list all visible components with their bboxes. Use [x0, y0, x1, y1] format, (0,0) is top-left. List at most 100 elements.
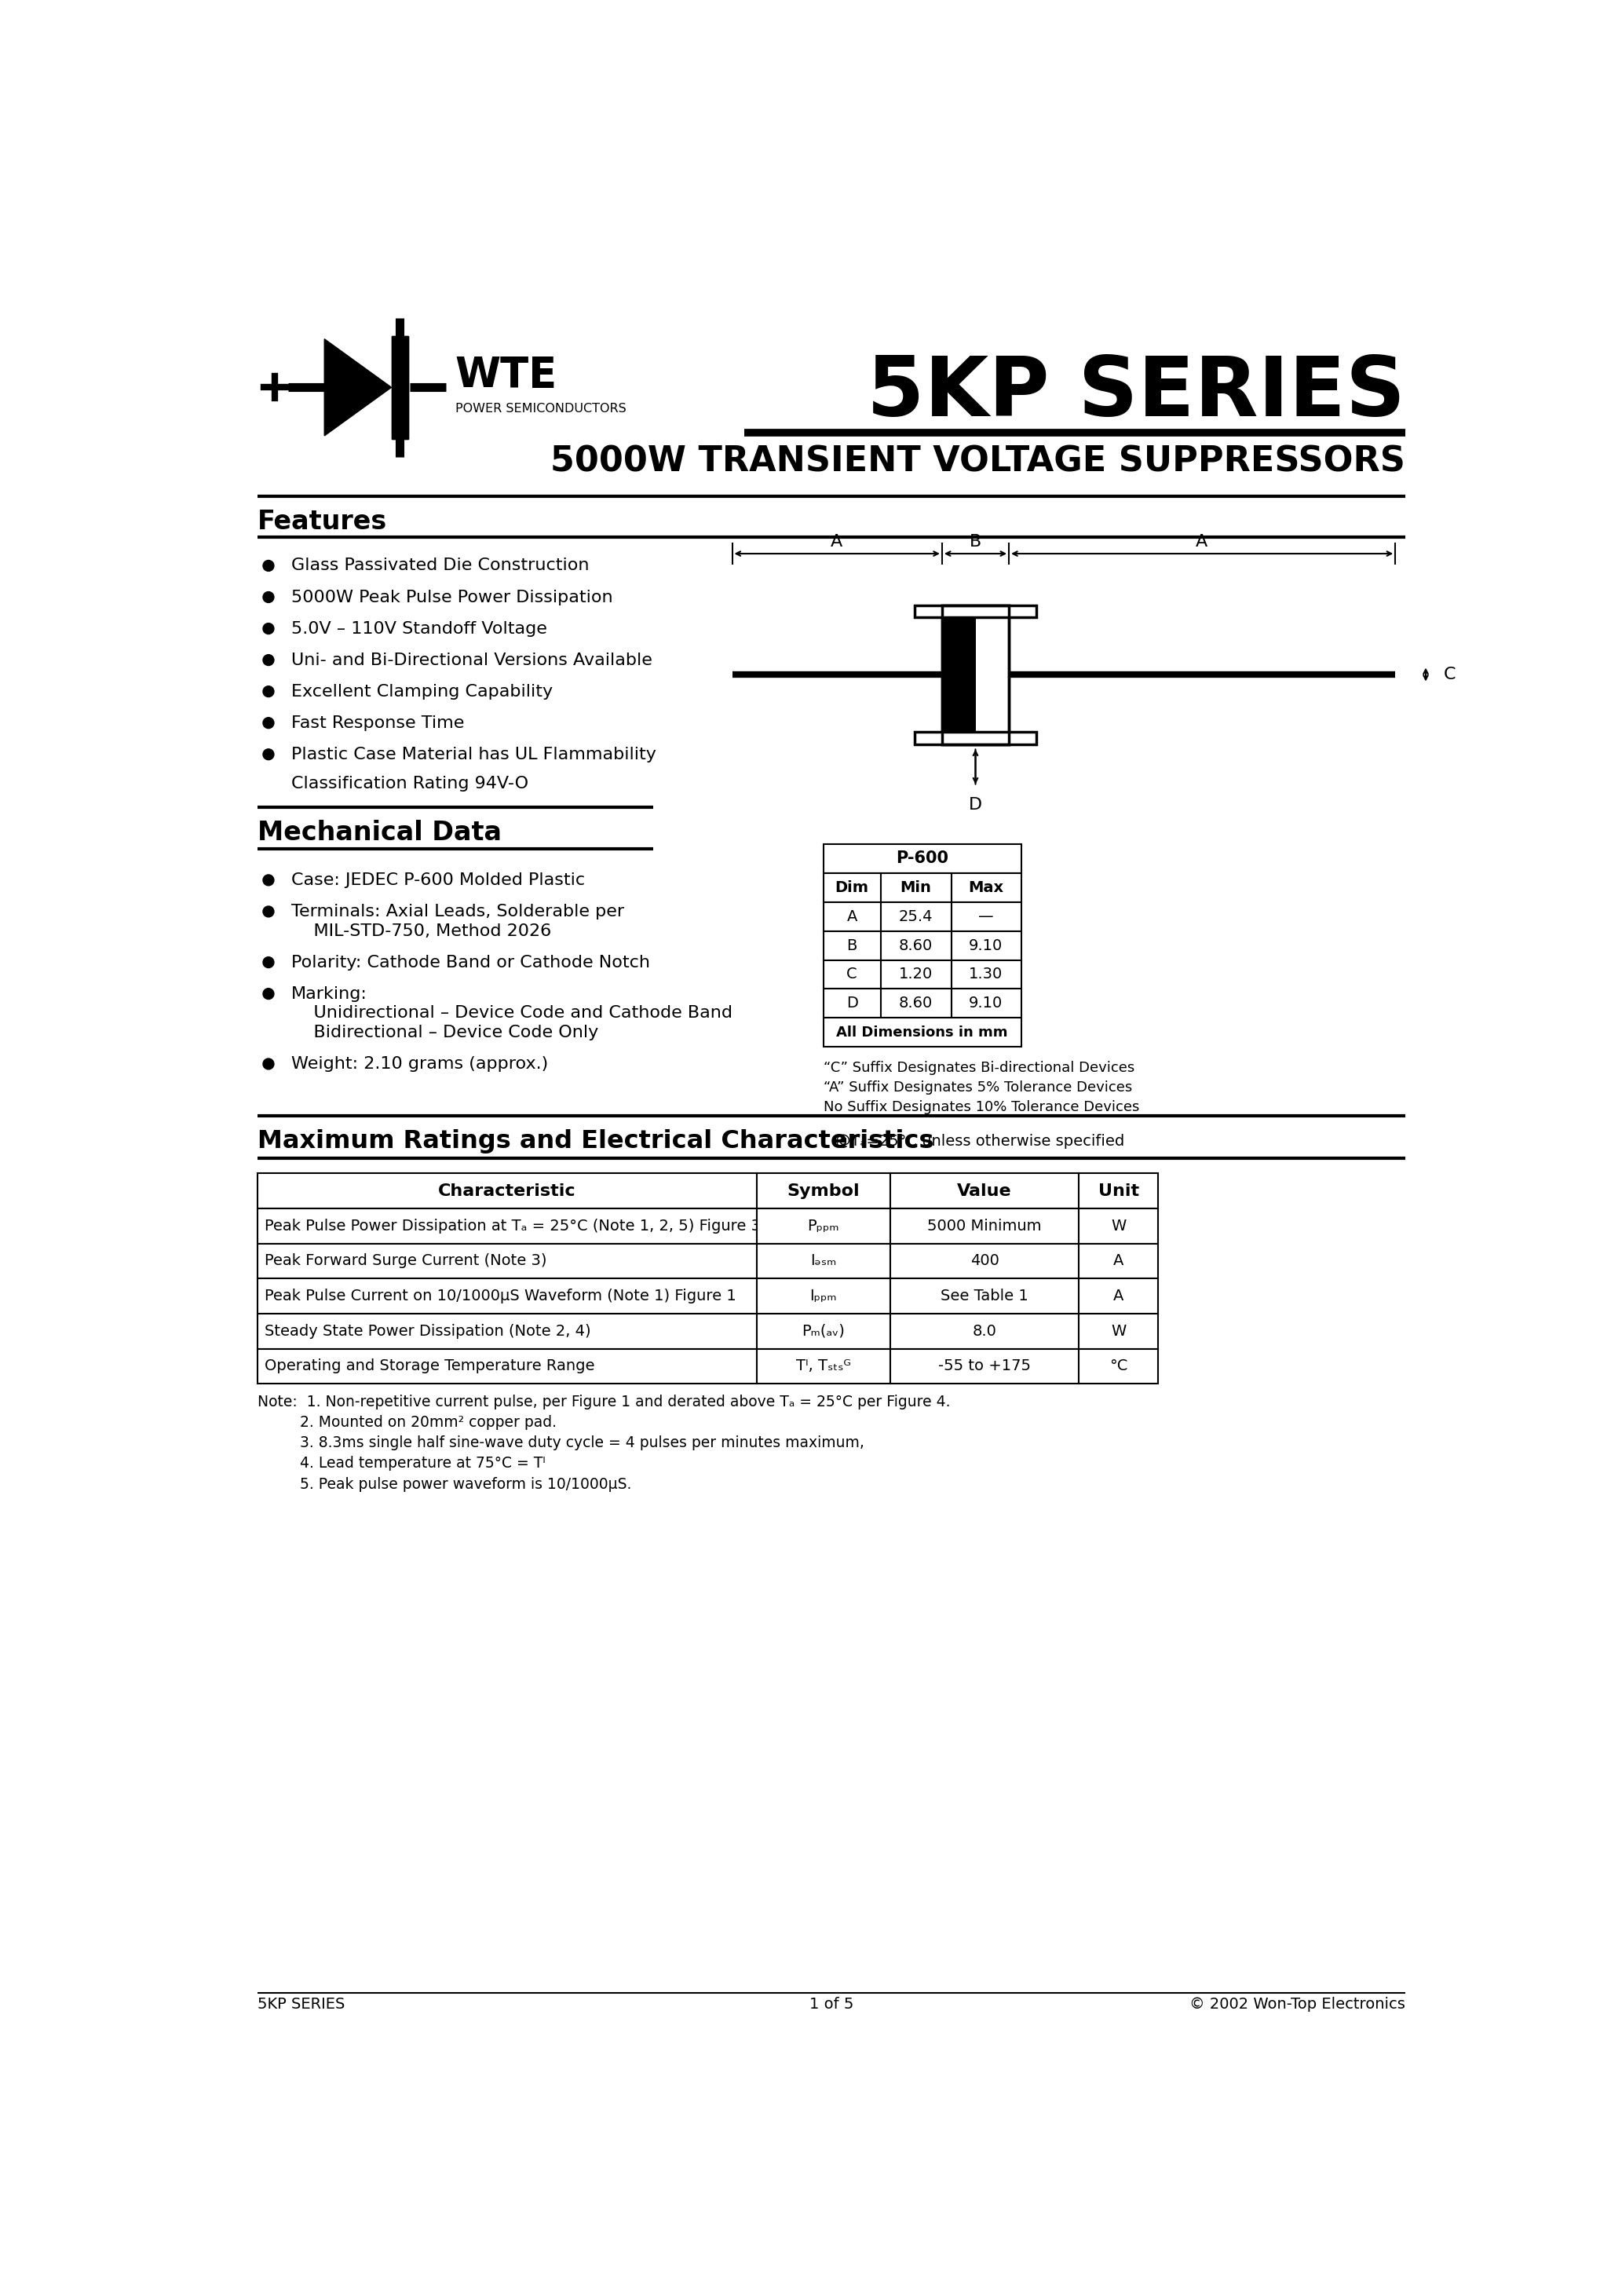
Bar: [881, 902, 950, 930]
Bar: [942, 606, 1009, 744]
Text: W: W: [1111, 1219, 1126, 1233]
Bar: [890, 1279, 1079, 1313]
Bar: [890, 1244, 1079, 1279]
Text: Pₚₚₘ: Pₚₚₘ: [808, 1219, 839, 1233]
Polygon shape: [324, 340, 391, 436]
Text: Value: Value: [957, 1182, 1012, 1199]
Circle shape: [263, 654, 274, 666]
Text: W: W: [1111, 1325, 1126, 1339]
Text: Dim: Dim: [835, 879, 869, 895]
Bar: [391, 335, 409, 439]
Bar: [1079, 1279, 1158, 1313]
Text: C: C: [847, 967, 858, 983]
Circle shape: [263, 748, 274, 760]
Text: 8.60: 8.60: [899, 996, 933, 1010]
Text: All Dimensions in mm: All Dimensions in mm: [837, 1026, 1007, 1040]
Text: “A” Suffix Designates 5% Tolerance Devices: “A” Suffix Designates 5% Tolerance Devic…: [824, 1081, 1132, 1095]
Text: Peak Pulse Current on 10/1000μS Waveform (Note 1) Figure 1: Peak Pulse Current on 10/1000μS Waveform…: [264, 1288, 736, 1304]
Text: 9.10: 9.10: [968, 939, 1002, 953]
Polygon shape: [324, 340, 391, 436]
Bar: [258, 1208, 756, 1244]
Text: Peak Pulse Power Dissipation at Tₐ = 25°C (Note 1, 2, 5) Figure 3: Peak Pulse Power Dissipation at Tₐ = 25°…: [264, 1219, 761, 1233]
Text: Terminals: Axial Leads, Solderable per: Terminals: Axial Leads, Solderable per: [290, 905, 624, 918]
Text: Uni- and Bi-Directional Versions Available: Uni- and Bi-Directional Versions Availab…: [290, 652, 652, 668]
Text: 8.60: 8.60: [899, 939, 933, 953]
Text: D: D: [847, 996, 858, 1010]
Bar: [258, 1348, 756, 1384]
Text: Case: JEDEC P-600 Molded Plastic: Case: JEDEC P-600 Molded Plastic: [290, 872, 584, 889]
Text: A: A: [1195, 533, 1208, 549]
Bar: [1079, 1208, 1158, 1244]
Text: C: C: [1444, 666, 1457, 682]
Text: Fast Response Time: Fast Response Time: [290, 714, 464, 730]
Bar: [950, 872, 1022, 902]
Bar: [950, 990, 1022, 1017]
Text: WTE: WTE: [456, 356, 558, 395]
Text: Steady State Power Dissipation (Note 2, 4): Steady State Power Dissipation (Note 2, …: [264, 1325, 590, 1339]
Bar: [391, 335, 410, 439]
Text: 5KP SERIES: 5KP SERIES: [258, 1998, 345, 2011]
Text: 5000 Minimum: 5000 Minimum: [928, 1219, 1041, 1233]
Bar: [942, 606, 975, 744]
Circle shape: [263, 987, 274, 999]
Text: Excellent Clamping Capability: Excellent Clamping Capability: [290, 684, 553, 700]
Bar: [1079, 1173, 1158, 1208]
Bar: [890, 1173, 1079, 1208]
Text: Tᴵ, Tₛₜₛᴳ: Tᴵ, Tₛₜₛᴳ: [796, 1359, 852, 1373]
Circle shape: [263, 716, 274, 728]
Bar: [258, 1313, 756, 1348]
Bar: [915, 606, 1036, 618]
Text: MIL-STD-750, Method 2026: MIL-STD-750, Method 2026: [290, 923, 551, 939]
Text: Iₔₛₘ: Iₔₛₘ: [811, 1254, 837, 1267]
Circle shape: [263, 907, 274, 916]
Bar: [950, 960, 1022, 990]
Text: 2. Mounted on 20mm² copper pad.: 2. Mounted on 20mm² copper pad.: [258, 1414, 556, 1430]
Text: 400: 400: [970, 1254, 999, 1267]
Text: Peak Forward Surge Current (Note 3): Peak Forward Surge Current (Note 3): [264, 1254, 547, 1267]
Text: A: A: [1113, 1254, 1124, 1267]
Text: Min: Min: [900, 879, 931, 895]
Text: 5000W Peak Pulse Power Dissipation: 5000W Peak Pulse Power Dissipation: [290, 590, 613, 606]
Text: Maximum Ratings and Electrical Characteristics: Maximum Ratings and Electrical Character…: [258, 1130, 934, 1153]
Bar: [950, 902, 1022, 930]
Text: Unit: Unit: [1098, 1182, 1139, 1199]
Circle shape: [263, 687, 274, 698]
Text: See Table 1: See Table 1: [941, 1288, 1028, 1304]
Text: D: D: [968, 797, 983, 813]
Text: Pₘ(ₐᵥ): Pₘ(ₐᵥ): [801, 1325, 845, 1339]
Bar: [1079, 1313, 1158, 1348]
Bar: [824, 930, 881, 960]
Text: 3. 8.3ms single half sine-wave duty cycle = 4 pulses per minutes maximum,: 3. 8.3ms single half sine-wave duty cycl…: [258, 1435, 865, 1451]
Text: Bidirectional – Device Code Only: Bidirectional – Device Code Only: [290, 1024, 599, 1040]
Text: 8.0: 8.0: [973, 1325, 998, 1339]
Bar: [942, 606, 1009, 744]
Text: Classification Rating 94V-O: Classification Rating 94V-O: [290, 776, 529, 792]
Bar: [881, 872, 950, 902]
Bar: [258, 1279, 756, 1313]
Text: “C” Suffix Designates Bi-directional Devices: “C” Suffix Designates Bi-directional Dev…: [824, 1061, 1134, 1075]
Text: B: B: [847, 939, 856, 953]
Text: A: A: [847, 909, 856, 923]
Text: P-600: P-600: [895, 850, 949, 866]
Text: Max: Max: [968, 879, 1004, 895]
Text: -55 to +175: -55 to +175: [938, 1359, 1032, 1373]
Bar: [756, 1244, 890, 1279]
Bar: [881, 960, 950, 990]
Text: 1.30: 1.30: [968, 967, 1002, 983]
Bar: [1079, 1348, 1158, 1384]
Bar: [890, 1208, 1079, 1244]
Text: Glass Passivated Die Construction: Glass Passivated Die Construction: [290, 558, 589, 574]
Text: Characteristic: Characteristic: [438, 1182, 576, 1199]
Text: 9.10: 9.10: [968, 996, 1002, 1010]
Text: © 2002 Won-Top Electronics: © 2002 Won-Top Electronics: [1189, 1998, 1405, 2011]
Text: POWER SEMICONDUCTORS: POWER SEMICONDUCTORS: [456, 402, 626, 413]
Circle shape: [263, 622, 274, 634]
Text: B: B: [970, 533, 981, 549]
Bar: [881, 990, 950, 1017]
Text: A: A: [1113, 1288, 1124, 1304]
Text: Unidirectional – Device Code and Cathode Band: Unidirectional – Device Code and Cathode…: [290, 1006, 732, 1022]
Text: —: —: [978, 909, 994, 923]
Bar: [824, 990, 881, 1017]
Bar: [756, 1313, 890, 1348]
Bar: [258, 1244, 756, 1279]
